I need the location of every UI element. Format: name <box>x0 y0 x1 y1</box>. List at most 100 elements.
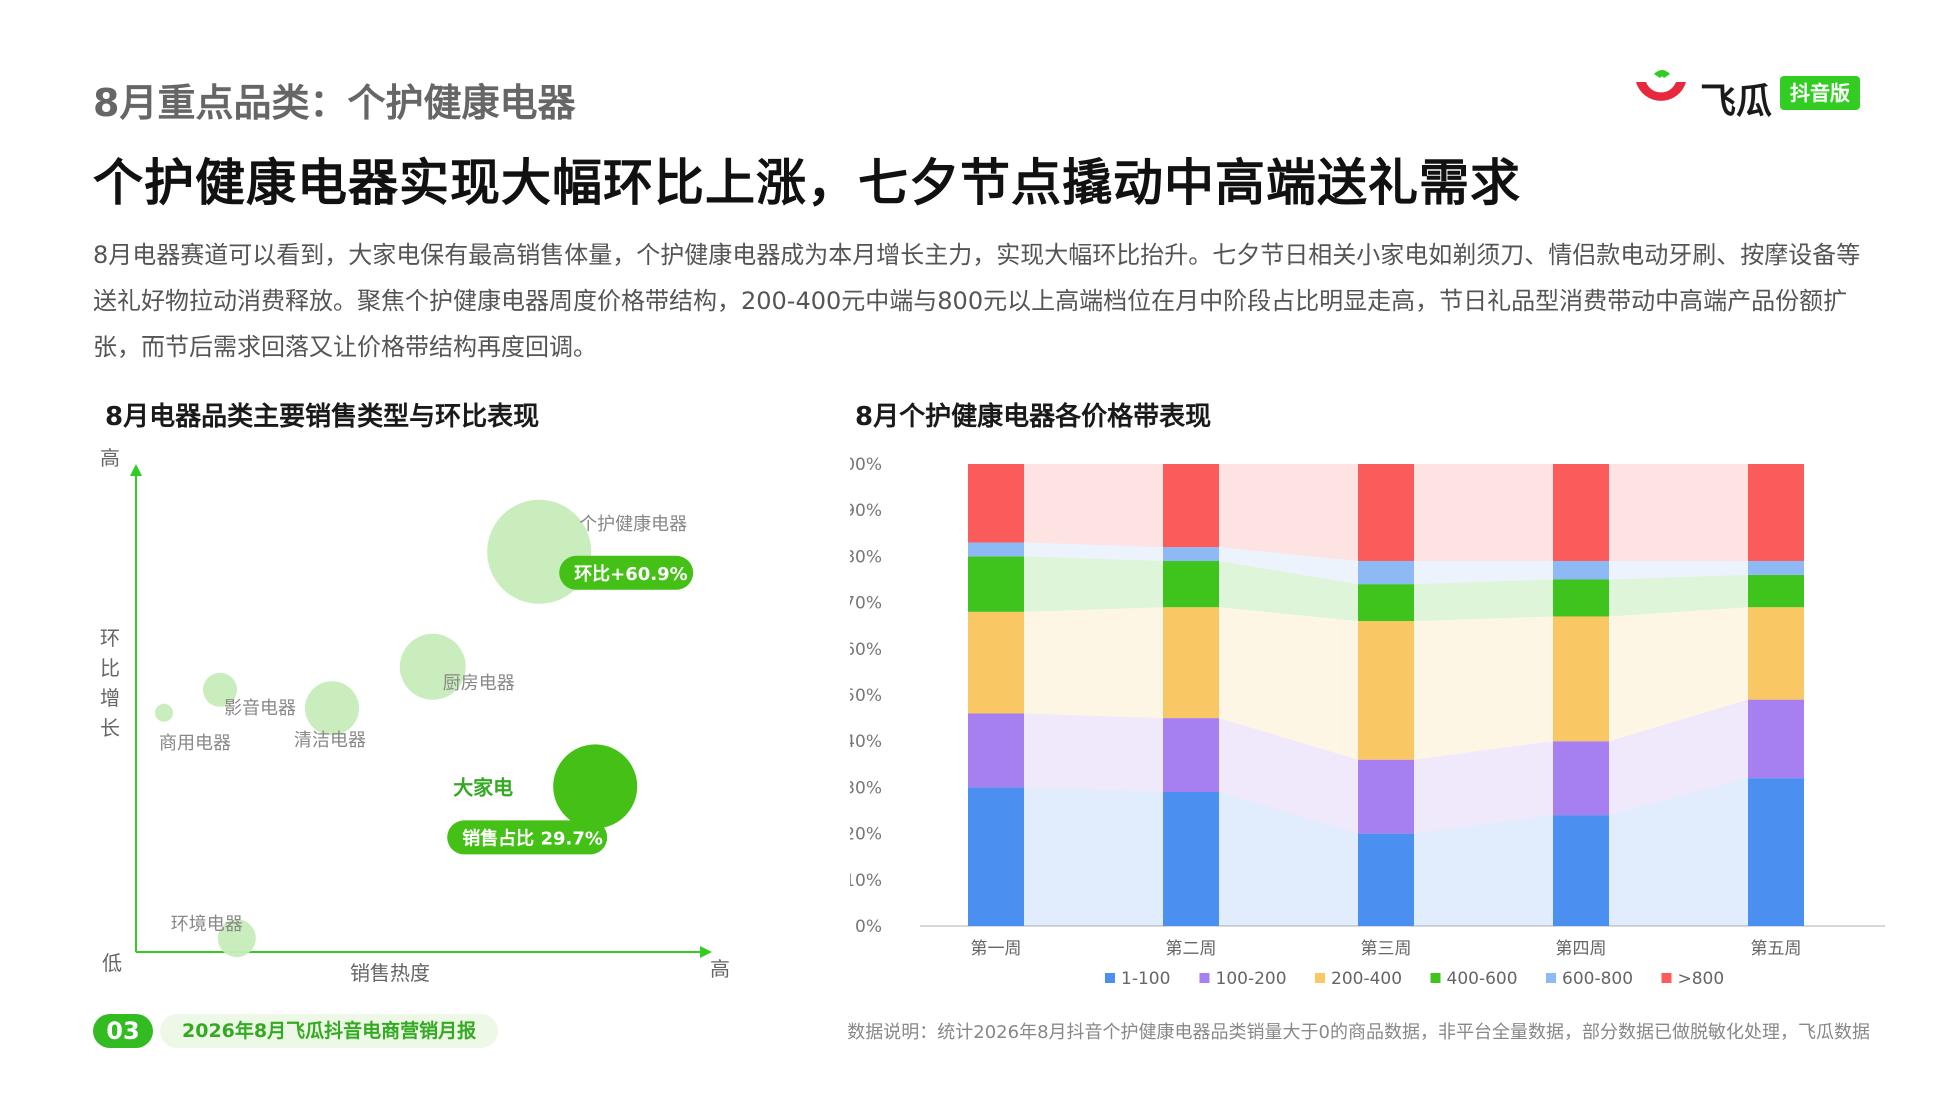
series-ribbon <box>1414 579 1553 622</box>
bar-segment <box>1163 607 1219 719</box>
bar-segment <box>1163 547 1219 562</box>
bubble-point <box>203 672 237 707</box>
lead-paragraph: 8月电器赛道可以看到，大家电保有最高销售体量，个护健康电器成为本月增长主力，实现… <box>93 241 1861 361</box>
legend-label: 600-800 <box>1562 969 1633 989</box>
x-axis-high-label: 高 <box>710 957 730 981</box>
bubble-point <box>217 919 256 958</box>
bar-chart-title: 8月个护健康电器各价格带表现 <box>855 402 1212 432</box>
data-note: 数据说明：统计2026年8月抖音个护健康电器品类销量大于0的商品数据，非平台全量… <box>847 1022 1870 1043</box>
bar-segment <box>1748 574 1804 608</box>
melon-logo-icon <box>1636 70 1686 101</box>
bar-segment <box>1163 464 1219 548</box>
x-tick-label: 第三周 <box>1361 939 1412 959</box>
bar-segment <box>968 611 1024 714</box>
page-number: 03 <box>93 1014 153 1048</box>
bar-segment <box>968 464 1024 543</box>
bar-segment <box>968 542 1024 557</box>
series-ribbon <box>1414 741 1553 834</box>
x-tick-label: 第一周 <box>971 939 1022 959</box>
bar-segment <box>1748 464 1804 562</box>
report-name: 2026年8月飞瓜抖音电商营销月报 <box>160 1014 499 1048</box>
bar-segment <box>1748 561 1804 575</box>
series-ribbon <box>1219 561 1358 622</box>
legend-swatch <box>1430 973 1441 983</box>
series-ribbon <box>1024 607 1163 719</box>
series-ribbon <box>1219 607 1358 760</box>
bubble-label: 厨房电器 <box>443 673 515 694</box>
bar-segment <box>968 713 1024 788</box>
legend-label: 100-200 <box>1216 969 1287 989</box>
x-tick-label: 第二周 <box>1166 939 1217 959</box>
series-ribbon <box>1609 778 1748 926</box>
y-axis-title-char: 增 <box>100 686 120 710</box>
series-ribbon <box>1024 787 1163 926</box>
y-axis-arrow-icon <box>130 464 142 476</box>
bar-segment <box>1553 579 1609 617</box>
bar-segment <box>1358 464 1414 562</box>
bubble-chart-title: 8月电器品类主要销售类型与环比表现 <box>105 402 540 432</box>
x-axis-title: 销售热度 <box>350 961 430 985</box>
y-tick-label: 70% <box>850 594 882 614</box>
y-axis-high-label: 高 <box>100 446 120 470</box>
bar-segment <box>1553 561 1609 580</box>
legend-label: 1-100 <box>1121 969 1170 989</box>
legend-swatch <box>1315 973 1325 983</box>
legend-swatch <box>1546 973 1556 983</box>
bar-segment <box>1553 464 1609 562</box>
bubble-tag-bg <box>447 820 608 855</box>
series-ribbon <box>1024 713 1163 793</box>
bubble-label: 清洁电器 <box>294 730 366 751</box>
bubble-label: 环境电器 <box>171 914 243 935</box>
y-tick-label: 60% <box>850 640 882 660</box>
series-ribbon <box>1609 699 1748 816</box>
legend-label: 400-600 <box>1447 969 1518 989</box>
legend-swatch <box>1199 973 1210 983</box>
bubble-tag-label: 环比+60.9% <box>574 564 688 585</box>
bubble-tag-label: 销售占比 29.7% <box>462 827 603 849</box>
y-tick-label: 10% <box>850 871 882 891</box>
series-ribbon <box>1609 561 1748 580</box>
bar-segment <box>1358 759 1414 834</box>
series-ribbon <box>1414 561 1553 585</box>
series-ribbon <box>1414 616 1553 760</box>
bar-segment <box>1358 833 1414 926</box>
series-ribbon <box>1219 792 1358 926</box>
bubble-label: 个护健康电器 <box>579 514 687 535</box>
series-ribbon <box>1024 542 1163 562</box>
bubble-point <box>553 744 638 829</box>
stacked-bar-chart: 0% 10% 20% 30% 40% 50% 60% 70% 80% 90% 100% 第一周 第二周 第… <box>850 455 1885 989</box>
bubble-label: 影音电器 <box>224 698 296 719</box>
x-tick-label: 第五周 <box>1751 939 1802 959</box>
y-tick-label: 50% <box>850 686 882 706</box>
bar-segment <box>968 787 1024 926</box>
bubble-point <box>399 633 466 700</box>
logo-name: 飞瓜 <box>1700 81 1773 122</box>
x-axis-arrow-icon <box>700 946 712 958</box>
bar-segment <box>1748 607 1804 700</box>
bar-segment <box>1553 616 1609 742</box>
bar-segment <box>1163 718 1219 793</box>
series-ribbon <box>1609 607 1748 742</box>
series-ribbon <box>1609 464 1748 562</box>
legend-label: 200-400 <box>1331 969 1402 989</box>
x-tick-label: 第四周 <box>1556 939 1607 959</box>
bubble-chart: 低高高销售热度环比增长个护健康电器环比+60.9%厨房电器影音电器清洁电器商用电… <box>100 446 730 985</box>
bubble-tag-bg <box>559 555 694 590</box>
series-ribbon <box>1609 574 1748 617</box>
bubble-point <box>155 703 173 722</box>
legend-swatch <box>1105 973 1115 983</box>
bar-segment <box>1163 792 1219 926</box>
series-ribbon <box>1219 718 1358 834</box>
bar-segment <box>1163 561 1219 608</box>
bubble-label: 大家电 <box>453 775 513 799</box>
series-ribbon <box>1219 547 1358 585</box>
y-tick-label: 30% <box>850 778 882 798</box>
y-tick-label: 80% <box>850 547 882 567</box>
legend-label: >800 <box>1678 969 1725 989</box>
y-tick-label: 90% <box>850 501 882 521</box>
y-axis-title-char: 环 <box>100 626 120 650</box>
legend-swatch <box>1661 973 1672 983</box>
brand-logo: 飞瓜 抖音版 <box>1630 68 1870 122</box>
series-ribbon <box>1414 464 1553 562</box>
page-kicker: 8月重点品类：个护健康电器 <box>93 81 576 125</box>
